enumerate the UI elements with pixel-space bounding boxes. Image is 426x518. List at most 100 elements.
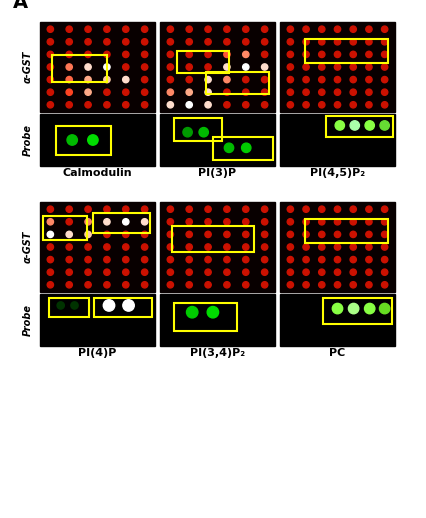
- Circle shape: [85, 269, 91, 276]
- Circle shape: [167, 244, 173, 250]
- Circle shape: [47, 77, 54, 83]
- Circle shape: [205, 206, 211, 212]
- Circle shape: [334, 64, 341, 70]
- Circle shape: [350, 206, 357, 212]
- Circle shape: [262, 219, 268, 225]
- Circle shape: [382, 102, 388, 108]
- Circle shape: [141, 282, 148, 288]
- Bar: [206, 71, 269, 94]
- Circle shape: [123, 89, 129, 95]
- Circle shape: [380, 304, 390, 314]
- Circle shape: [141, 244, 148, 250]
- Circle shape: [366, 206, 372, 212]
- Circle shape: [104, 282, 110, 288]
- Circle shape: [167, 269, 173, 276]
- Circle shape: [334, 102, 341, 108]
- Circle shape: [66, 256, 72, 263]
- Bar: [326, 116, 393, 137]
- Circle shape: [104, 89, 110, 95]
- Circle shape: [141, 102, 148, 108]
- Circle shape: [47, 206, 54, 212]
- Circle shape: [382, 89, 388, 95]
- Bar: [40, 294, 155, 346]
- Circle shape: [262, 102, 268, 108]
- Circle shape: [186, 206, 193, 212]
- Text: PI(4,5)P₂: PI(4,5)P₂: [310, 168, 365, 178]
- Circle shape: [262, 51, 268, 57]
- Circle shape: [187, 307, 198, 318]
- Circle shape: [141, 219, 148, 225]
- Bar: [160, 114, 275, 166]
- Circle shape: [47, 89, 54, 95]
- Circle shape: [243, 89, 249, 95]
- Text: A: A: [12, 0, 28, 12]
- Circle shape: [319, 282, 325, 288]
- Circle shape: [123, 256, 129, 263]
- Circle shape: [350, 26, 357, 32]
- Circle shape: [243, 64, 249, 70]
- Circle shape: [67, 135, 78, 145]
- Circle shape: [205, 51, 211, 57]
- Circle shape: [224, 282, 230, 288]
- Circle shape: [66, 219, 72, 225]
- Circle shape: [47, 51, 54, 57]
- Circle shape: [205, 77, 211, 83]
- Circle shape: [334, 269, 341, 276]
- Bar: [43, 217, 87, 240]
- Circle shape: [334, 219, 341, 225]
- Circle shape: [319, 219, 325, 225]
- Circle shape: [243, 26, 249, 32]
- Circle shape: [319, 77, 325, 83]
- Circle shape: [186, 282, 193, 288]
- Circle shape: [85, 64, 91, 70]
- Circle shape: [366, 89, 372, 95]
- Circle shape: [57, 302, 64, 309]
- Circle shape: [350, 89, 357, 95]
- Bar: [94, 298, 152, 318]
- Bar: [160, 22, 275, 112]
- Circle shape: [85, 282, 91, 288]
- Circle shape: [334, 206, 341, 212]
- Circle shape: [224, 77, 230, 83]
- Circle shape: [319, 102, 325, 108]
- Circle shape: [66, 64, 72, 70]
- Circle shape: [243, 282, 249, 288]
- Circle shape: [287, 244, 294, 250]
- Circle shape: [366, 231, 372, 238]
- Circle shape: [167, 219, 173, 225]
- Bar: [322, 298, 391, 324]
- Text: Probe: Probe: [23, 304, 33, 336]
- Bar: [93, 213, 150, 233]
- Bar: [280, 202, 395, 292]
- Bar: [49, 298, 89, 318]
- Circle shape: [66, 89, 72, 95]
- Circle shape: [303, 219, 309, 225]
- Circle shape: [319, 89, 325, 95]
- Circle shape: [262, 77, 268, 83]
- Bar: [172, 226, 254, 252]
- Circle shape: [123, 77, 129, 83]
- Circle shape: [262, 256, 268, 263]
- Circle shape: [366, 102, 372, 108]
- Circle shape: [303, 26, 309, 32]
- Circle shape: [242, 143, 251, 152]
- Circle shape: [167, 282, 173, 288]
- Bar: [280, 22, 395, 112]
- Circle shape: [243, 219, 249, 225]
- Circle shape: [335, 121, 345, 130]
- Circle shape: [243, 244, 249, 250]
- Circle shape: [319, 231, 325, 238]
- Circle shape: [47, 269, 54, 276]
- Circle shape: [123, 51, 129, 57]
- Circle shape: [319, 256, 325, 263]
- Circle shape: [186, 219, 193, 225]
- Circle shape: [350, 51, 357, 57]
- Circle shape: [104, 269, 110, 276]
- Circle shape: [350, 39, 357, 45]
- Circle shape: [319, 206, 325, 212]
- Circle shape: [141, 77, 148, 83]
- Circle shape: [66, 282, 72, 288]
- Circle shape: [382, 282, 388, 288]
- Circle shape: [167, 77, 173, 83]
- Circle shape: [85, 219, 91, 225]
